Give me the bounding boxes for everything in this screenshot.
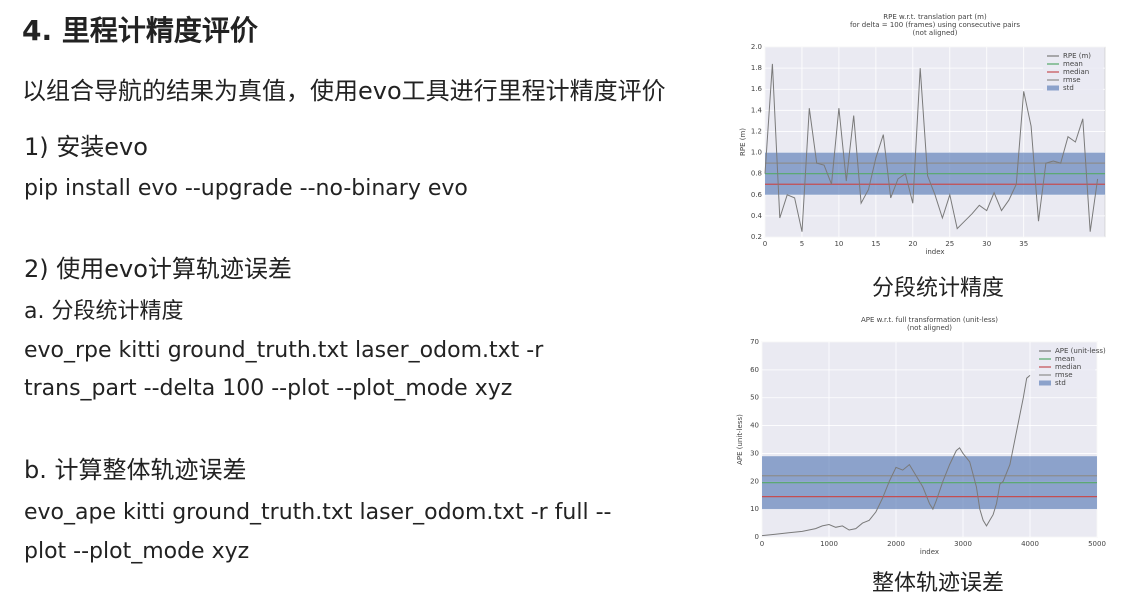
y-axis-label: RPE (m) — [739, 128, 747, 156]
legend-label: rmse — [1055, 371, 1073, 379]
y-tick-label: 0.2 — [751, 233, 762, 241]
legend-label: rmse — [1063, 76, 1081, 84]
y-tick-label: 0.4 — [751, 212, 763, 220]
legend-label: median — [1063, 68, 1089, 76]
x-tick-label: 20 — [908, 240, 917, 248]
y-tick-label: 1.4 — [751, 106, 763, 114]
x-tick-label: 0 — [760, 540, 764, 548]
chart-title: for delta = 100 (frames) using consecuti… — [850, 21, 1020, 29]
legend-label: mean — [1063, 60, 1083, 68]
text-line: a. 分段统计精度 — [24, 299, 183, 324]
text-line: b. 计算整体轨迹误差 — [24, 456, 247, 484]
x-tick-label: 25 — [945, 240, 954, 248]
x-tick-label: 35 — [1019, 240, 1028, 248]
chart-title: RPE w.r.t. translation part (m) — [883, 13, 987, 21]
y-tick-label: 70 — [750, 338, 759, 346]
text-line: plot --plot_mode xyz — [24, 539, 249, 564]
x-tick-label: 1000 — [820, 540, 838, 548]
legend-label: std — [1063, 84, 1074, 92]
legend-label: median — [1055, 363, 1081, 371]
legend-label: RPE (m) — [1063, 52, 1091, 60]
legend-swatch — [1039, 380, 1051, 386]
x-axis-label: index — [920, 548, 939, 556]
y-tick-label: 1.6 — [751, 85, 763, 93]
y-tick-label: 1.2 — [751, 127, 762, 135]
x-tick-label: 2000 — [887, 540, 905, 548]
legend-label: APE (unit-less) — [1055, 347, 1106, 355]
x-tick-label: 30 — [982, 240, 991, 248]
text-line: trans_part --delta 100 --plot --plot_mod… — [24, 376, 512, 401]
y-tick-label: 1.0 — [751, 149, 762, 157]
y-tick-label: 2.0 — [751, 43, 762, 51]
x-tick-label: 0 — [763, 240, 767, 248]
x-tick-label: 4000 — [1021, 540, 1039, 548]
y-tick-label: 40 — [750, 422, 759, 430]
x-tick-label: 15 — [871, 240, 880, 248]
y-tick-label: 60 — [750, 366, 759, 374]
y-tick-label: 50 — [750, 394, 759, 402]
data-line — [761, 375, 1031, 537]
legend-swatch — [1047, 85, 1059, 91]
y-tick-label: 0 — [755, 533, 759, 541]
text-line: evo_ape kitti ground_truth.txt laser_odo… — [24, 500, 611, 525]
figure-caption: 分段统计精度 — [872, 276, 1004, 301]
y-tick-label: 1.8 — [751, 64, 762, 72]
text-line: evo_rpe kitti ground_truth.txt laser_odo… — [24, 338, 544, 363]
y-tick-label: 10 — [750, 505, 759, 513]
legend-label: std — [1055, 379, 1066, 387]
figure-caption: 整体轨迹误差 — [872, 571, 1004, 596]
y-tick-label: 20 — [750, 477, 759, 485]
x-tick-label: 10 — [834, 240, 843, 248]
y-tick-label: 0.6 — [751, 191, 763, 199]
slide-title: 4. 里程计精度评价 — [22, 14, 259, 47]
x-tick-label: 3000 — [954, 540, 972, 548]
y-tick-label: 30 — [750, 449, 759, 457]
chart-title: APE w.r.t. full transformation (unit-les… — [861, 316, 998, 324]
y-tick-label: 0.8 — [751, 170, 762, 178]
x-tick-label: 5000 — [1088, 540, 1106, 548]
text-line: 以组合导航的结果为真值，使用evo工具进行里程计精度评价 — [22, 77, 666, 105]
chart-title: (not aligned) — [913, 29, 958, 37]
legend-label: mean — [1055, 355, 1075, 363]
x-tick-label: 5 — [800, 240, 804, 248]
data-line — [764, 63, 1099, 232]
y-axis-label: APE (unit-less) — [736, 414, 744, 465]
text-line: 2) 使用evo计算轨迹误差 — [24, 255, 292, 283]
text-line: 1) 安装evo — [24, 133, 148, 161]
x-axis-label: index — [925, 248, 944, 256]
text-line: pip install evo --upgrade --no-binary ev… — [24, 176, 468, 201]
chart-title: (not aligned) — [907, 324, 952, 332]
